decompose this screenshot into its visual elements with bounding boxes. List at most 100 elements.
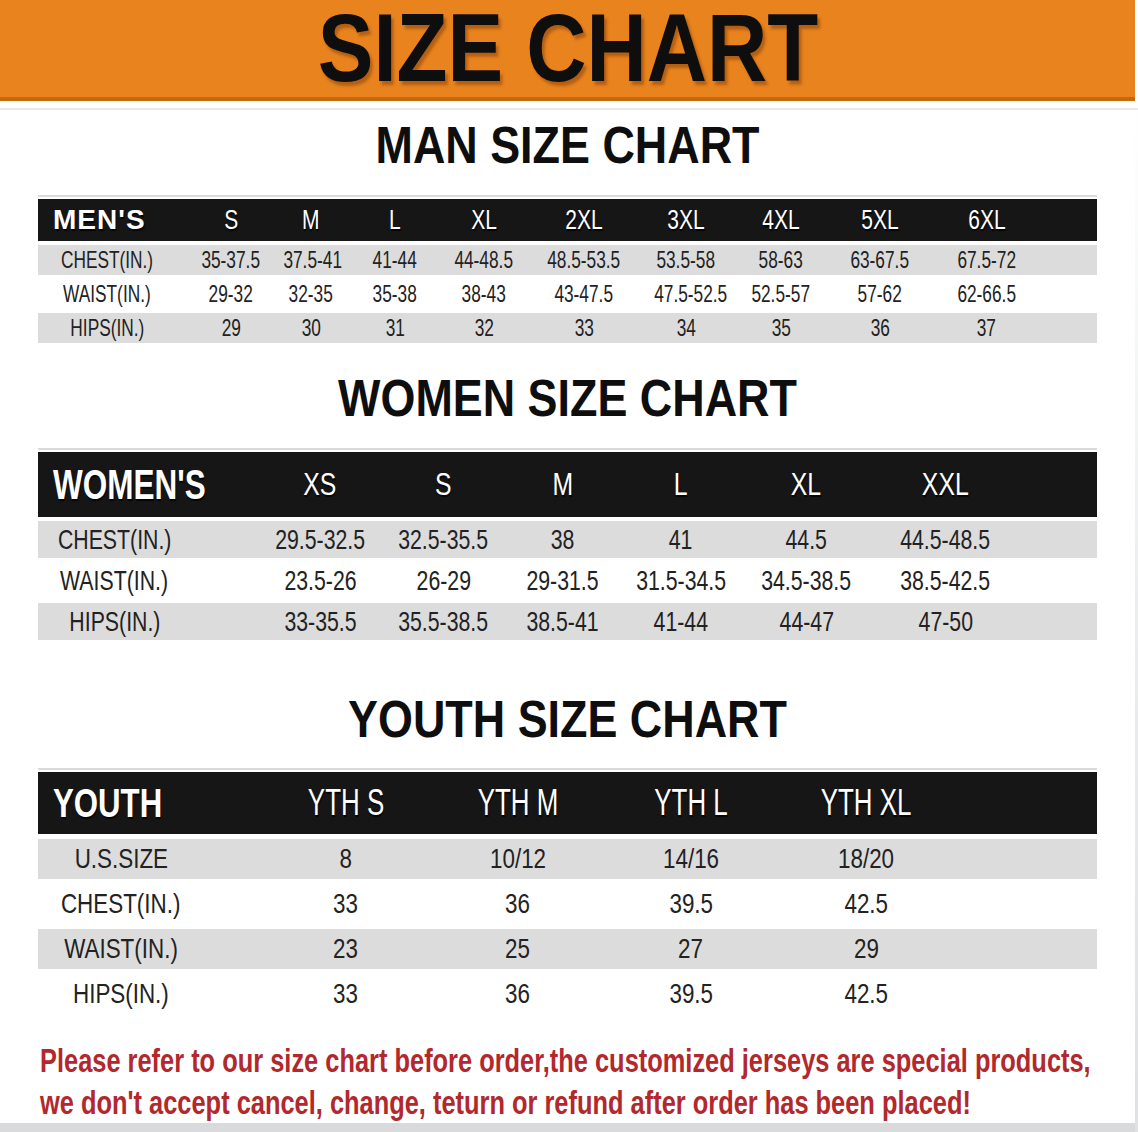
data-cell: WAIST(IN.)	[38, 933, 260, 965]
data-cell: 14/16	[604, 843, 778, 875]
men-size-table: MEN'SSMLXL2XL3XL4XL5XL6XLCHEST(IN.)35-37…	[38, 199, 1097, 343]
data-cell: 36	[432, 888, 604, 920]
youth-size-table: YOUTHYTH SYTH MYTH LYTH XLU.S.SIZE810/12…	[38, 772, 1097, 1014]
table-row: WAIST(IN.)23.5-2626-2929-31.531.5-34.534…	[38, 562, 1097, 599]
data-cell: 37	[930, 314, 1097, 342]
data-cell: 38	[504, 524, 621, 556]
header-cell: XL	[741, 467, 872, 503]
size-chart-page: SIZE CHART MAN SIZE CHART MEN'SSMLXL2XL3…	[0, 0, 1138, 1132]
data-cell: 26-29	[383, 565, 504, 597]
data-cell: 29-32	[190, 280, 272, 308]
data-cell: CHEST(IN.)	[38, 246, 190, 274]
data-cell: 48.5-53.5	[528, 246, 640, 274]
data-cell: 38.5-42.5	[872, 565, 1097, 597]
table-row: HIPS(IN.)333639.542.5	[38, 974, 1097, 1014]
header-cell: 6XL	[930, 204, 1097, 236]
header-cell: XS	[257, 467, 383, 503]
data-cell: 62-66.5	[930, 280, 1097, 308]
data-cell: 39.5	[604, 978, 778, 1010]
data-cell: 32	[440, 314, 528, 342]
table-row: U.S.SIZE810/1214/1618/20	[38, 839, 1097, 879]
data-cell: 57-62	[830, 280, 930, 308]
banner: SIZE CHART	[0, 0, 1135, 101]
youth-section-title: YOUTH SIZE CHART	[68, 695, 1067, 745]
man-section-title: MAN SIZE CHART	[68, 121, 1067, 171]
header-cell: L	[350, 204, 440, 236]
data-cell: 44.5	[741, 524, 872, 556]
data-cell: 41-44	[350, 246, 440, 274]
data-cell: 47.5-52.5	[640, 280, 732, 308]
data-cell: 52.5-57	[732, 280, 830, 308]
women-size-table: WOMEN'SXSSMLXLXXLCHEST(IN.)29.5-32.532.5…	[38, 452, 1097, 640]
data-cell: U.S.SIZE	[38, 843, 260, 875]
data-cell: 23.5-26	[257, 565, 383, 597]
data-cell: 29	[190, 314, 272, 342]
data-cell: 18/20	[778, 843, 1097, 875]
bottom-edge	[0, 1123, 1138, 1132]
table-row: CHEST(IN.)333639.542.5	[38, 884, 1097, 924]
data-cell: 35	[732, 314, 830, 342]
header-cell: YTH S	[260, 782, 432, 824]
data-cell: 33	[260, 978, 432, 1010]
data-cell: 44.5-48.5	[872, 524, 1097, 556]
data-cell: 33	[260, 888, 432, 920]
data-cell: WAIST(IN.)	[38, 565, 257, 597]
header-cell: YTH XL	[778, 782, 1097, 824]
data-cell: 67.5-72	[930, 246, 1097, 274]
data-cell: 34	[640, 314, 732, 342]
data-cell: 42.5	[778, 888, 1097, 920]
header-cell: YTH M	[432, 782, 604, 824]
table-row: CHEST(IN.)29.5-32.532.5-35.5384144.544.5…	[38, 521, 1097, 558]
table-row: HIPS(IN.)33-35.535.5-38.538.5-4141-4444-…	[38, 603, 1097, 640]
data-cell: 27	[604, 933, 778, 965]
header-cell: S	[190, 204, 272, 236]
footnote: Please refer to our size chart before or…	[40, 1040, 1138, 1124]
data-cell: 42.5	[778, 978, 1097, 1010]
data-cell: 32-35	[272, 280, 350, 308]
data-cell: 29.5-32.5	[257, 524, 383, 556]
data-cell: 8	[260, 843, 432, 875]
header-cell: L	[621, 467, 741, 503]
women-section-title: WOMEN SIZE CHART	[68, 374, 1067, 424]
data-cell: 33	[528, 314, 640, 342]
footnote-line-1: Please refer to our size chart before or…	[40, 1040, 885, 1082]
data-cell: 36	[432, 978, 604, 1010]
data-cell: 63-67.5	[830, 246, 930, 274]
data-cell: 38.5-41	[504, 606, 621, 638]
data-cell: HIPS(IN.)	[38, 606, 257, 638]
table-row: CHEST(IN.)35-37.537.5-4141-4444-48.548.5…	[38, 245, 1097, 275]
data-cell: 35-38	[350, 280, 440, 308]
data-cell: 30	[272, 314, 350, 342]
header-cell: XL	[440, 204, 528, 236]
header-cell: 5XL	[830, 204, 930, 236]
data-cell: 39.5	[604, 888, 778, 920]
header-cell: YTH L	[604, 782, 778, 824]
data-cell: 31	[350, 314, 440, 342]
data-cell: 23	[260, 933, 432, 965]
data-cell: 34.5-38.5	[741, 565, 872, 597]
data-cell: 35-37.5	[190, 246, 272, 274]
header-cell: XXL	[872, 467, 1097, 503]
data-cell: 10/12	[432, 843, 604, 875]
data-cell: 25	[432, 933, 604, 965]
data-cell: 47-50	[872, 606, 1097, 638]
data-cell: 31.5-34.5	[621, 565, 741, 597]
header-cell: 3XL	[640, 204, 732, 236]
table-row: WAIST(IN.)29-3232-3535-3838-4343-47.547.…	[38, 279, 1097, 309]
header-cell: WOMEN'S	[38, 461, 257, 509]
header-cell: M	[272, 204, 350, 236]
data-cell: 38-43	[440, 280, 528, 308]
data-cell: 44-47	[741, 606, 872, 638]
data-cell: 41-44	[621, 606, 741, 638]
data-cell: CHEST(IN.)	[38, 888, 260, 920]
data-cell: HIPS(IN.)	[38, 978, 260, 1010]
data-cell: 32.5-35.5	[383, 524, 504, 556]
data-cell: CHEST(IN.)	[38, 524, 257, 556]
header-cell: M	[504, 467, 621, 503]
data-cell: HIPS(IN.)	[38, 314, 190, 342]
table-row: WAIST(IN.)23252729	[38, 929, 1097, 969]
data-cell: 43-47.5	[528, 280, 640, 308]
table-header-row: WOMEN'SXSSMLXLXXL	[38, 452, 1097, 517]
data-cell: 58-63	[732, 246, 830, 274]
table-row: HIPS(IN.)293031323334353637	[38, 313, 1097, 343]
